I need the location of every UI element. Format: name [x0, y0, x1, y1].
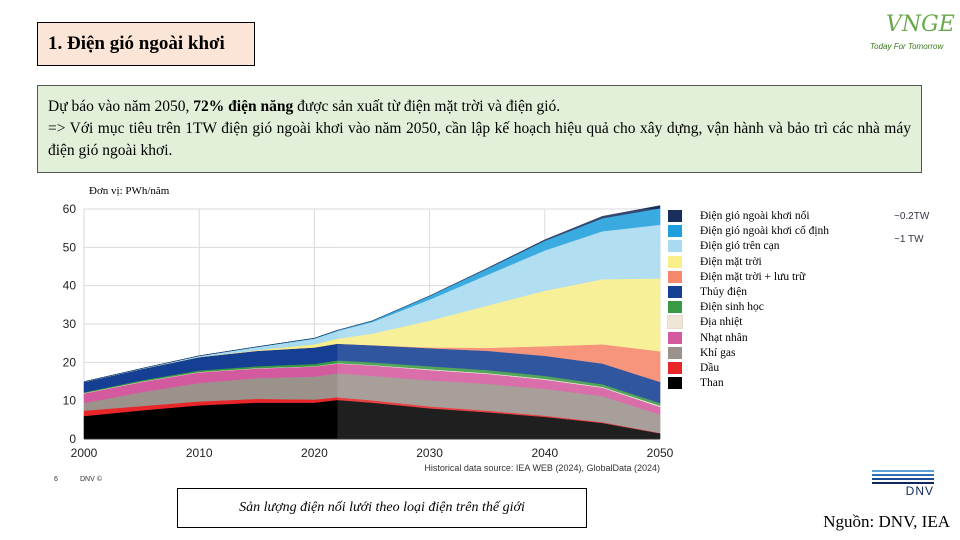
- legend-swatch: [668, 270, 682, 283]
- x-tick-label: 2000: [71, 446, 98, 460]
- legend-swatch: [668, 255, 682, 268]
- legend-item: Nhạt nhân: [668, 331, 748, 344]
- x-tick-label: 2030: [416, 446, 443, 460]
- legend-label: Điện sinh học: [700, 301, 764, 314]
- legend-annotation: ~1 TW: [894, 234, 924, 246]
- legend-label: Than: [700, 377, 724, 390]
- legend-item: Dầu: [668, 362, 719, 374]
- slide-title: 1. Điện gió ngoài khơi: [37, 22, 255, 66]
- y-tick-label: 30: [63, 317, 77, 331]
- legend-item: Than: [668, 377, 724, 390]
- legend-swatch: [668, 225, 682, 238]
- source-note: Nguồn: DNV, IEA: [823, 512, 950, 531]
- legend-label: Khí gas: [700, 346, 736, 359]
- page-number: 6: [54, 476, 58, 483]
- legend-label: Điện mặt trời: [700, 255, 762, 268]
- legend-annotation: ~0.2TW: [894, 211, 930, 222]
- legend-item: Điện gió ngoài khơi nổi: [668, 210, 810, 222]
- legend-swatch: [668, 377, 682, 390]
- legend-swatch: [667, 315, 683, 330]
- legend-label: Thủy điện: [700, 286, 747, 298]
- footer-brand: DNV ©: [80, 476, 102, 483]
- legend-swatch: [668, 362, 682, 374]
- legend-item: Thủy điện: [668, 286, 747, 298]
- chart-caption: Sản lượng điện nối lưới theo loại điện t…: [177, 488, 587, 528]
- legend-swatch: [668, 301, 682, 314]
- historical-source-note: Historical data source: IEA WEB (2024), …: [424, 463, 660, 473]
- dnv-logo-text: DNV: [905, 484, 934, 498]
- x-tick-label: 2050: [647, 446, 674, 460]
- legend-item: Địa nhiệt: [667, 315, 743, 330]
- y-tick-label: 10: [63, 394, 77, 408]
- legend-label: Điện gió trên cạn: [700, 240, 780, 253]
- info-post: được sản xuất từ điện mặt trời và điện g…: [293, 98, 561, 115]
- legend-item: Điện sinh học: [668, 301, 764, 314]
- forecast-overlay: [337, 209, 660, 439]
- legend-label: Địa nhiệt: [700, 316, 743, 329]
- vnge-logo: VNGE Today For Tomorrow: [864, 12, 955, 57]
- y-tick-label: 40: [63, 279, 77, 293]
- y-tick-label: 0: [69, 432, 76, 446]
- x-tick-label: 2010: [186, 446, 213, 460]
- legend-swatch: [668, 240, 682, 253]
- y-tick-label: 50: [63, 240, 77, 254]
- y-tick-label: 60: [63, 202, 77, 216]
- x-tick-label: 2040: [531, 446, 558, 460]
- logo-mark: VNGE: [886, 12, 955, 37]
- legend-label: Nhạt nhân: [700, 331, 748, 344]
- legend-item: Điện gió trên cạn: [668, 240, 780, 253]
- legend-swatch: [668, 346, 682, 359]
- legend-label: Điện gió ngoài khơi nổi: [700, 210, 810, 222]
- x-tick-label: 2020: [301, 446, 328, 460]
- legend-item: Điện mặt trời: [668, 255, 762, 268]
- legend-item: Điện mặt trời + lưu trữ: [668, 270, 806, 283]
- legend-label: Điện gió ngoài khơi cố định: [700, 225, 830, 238]
- info-pre: Dự báo vào năm 2050,: [48, 98, 194, 115]
- legend-label: Dầu: [700, 362, 720, 374]
- y-tick-label: 20: [63, 355, 77, 369]
- dnv-logo: DNV: [872, 470, 934, 498]
- info-bold: 72% điện năng: [193, 98, 294, 115]
- legend-label: Điện mặt trời + lưu trữ: [700, 270, 806, 283]
- info-line-1: Dự báo vào năm 2050, 72% điện năng được …: [48, 96, 911, 118]
- info-line-2: => Với mục tiêu trên 1TW điện gió ngoài …: [48, 120, 911, 159]
- legend-swatch: [668, 210, 682, 222]
- legend-item: Điện gió ngoài khơi cố định: [668, 225, 830, 238]
- chart-unit-label: Đơn vị: PWh/năm: [89, 185, 170, 197]
- logo-tagline: Today For Tomorrow: [870, 42, 944, 51]
- legend-item: Khí gas: [668, 346, 736, 359]
- legend-swatch: [668, 286, 682, 298]
- legend-swatch: [668, 331, 682, 344]
- dnv-wave-icon: [872, 470, 934, 484]
- info-box: Dự báo vào năm 2050, 72% điện năng được …: [37, 85, 922, 173]
- area-điện-gió-ngoài-khơi-nổi: [83, 205, 661, 382]
